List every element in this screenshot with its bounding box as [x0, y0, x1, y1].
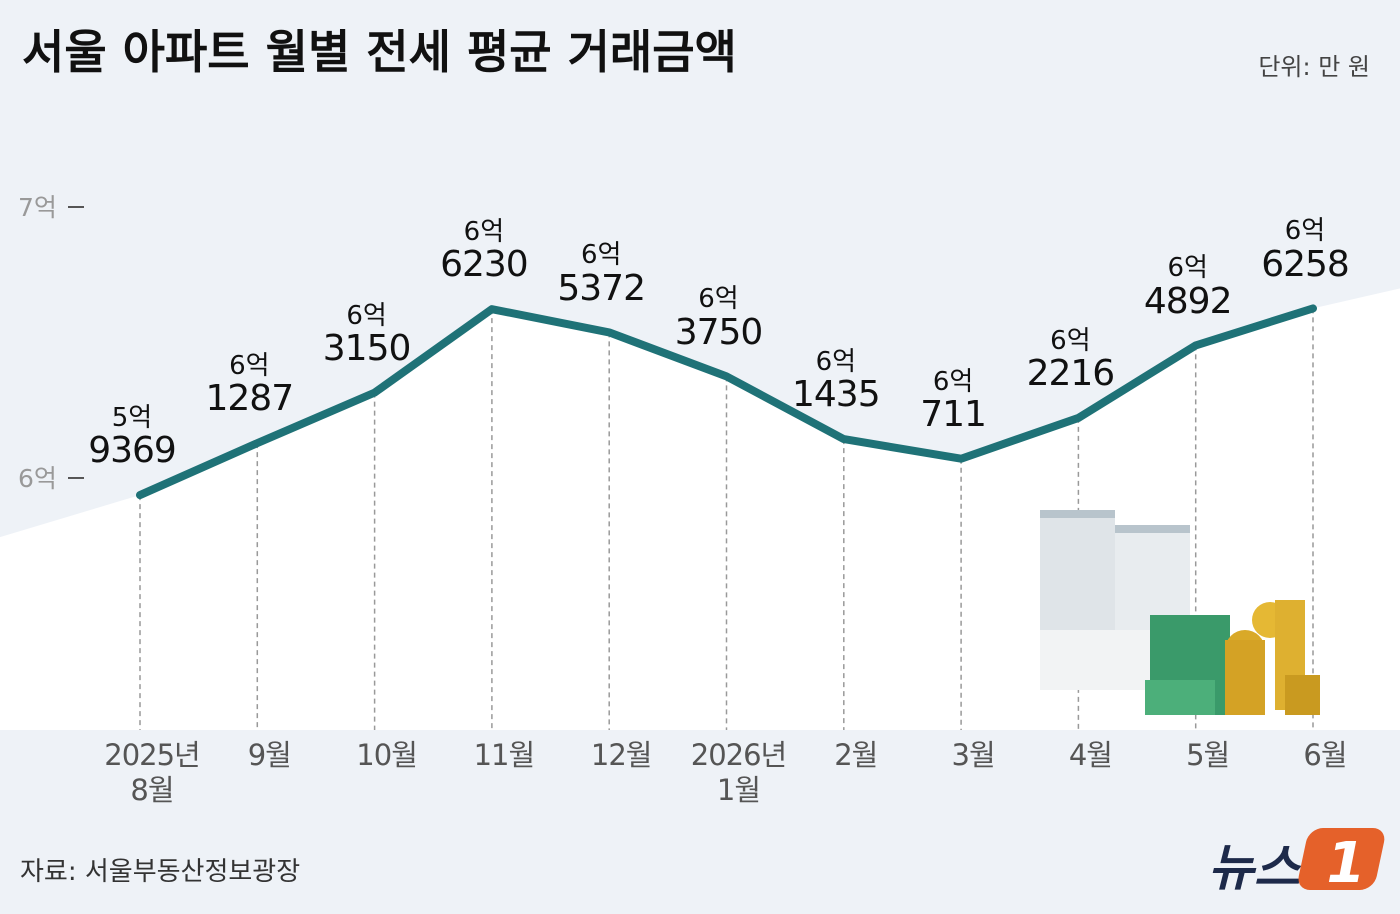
y-tick-label: 7억: [18, 193, 57, 222]
x-tick-label: 10월: [356, 738, 418, 772]
x-tick-label: 2025년 8월: [104, 738, 200, 807]
x-tick-label: 9월: [247, 738, 292, 772]
logo-mark: 1: [1327, 831, 1366, 896]
unit: 단위: 만 원: [1258, 53, 1370, 81]
value-label-number: 4892: [1143, 280, 1233, 322]
value-label-number: 3150: [322, 327, 412, 369]
value-label-unit: 6억: [698, 284, 739, 315]
value-label-unit: 6억: [463, 217, 505, 248]
value-label-number: 9369: [88, 430, 177, 472]
value-label: 6억 4892: [1143, 253, 1233, 322]
value-label-unit: 6억: [1284, 216, 1326, 247]
value-label: 6억 5372: [557, 240, 646, 309]
illustration: [1040, 510, 1320, 715]
line: [136, 304, 1317, 500]
value-label-unit: 6억: [346, 300, 387, 331]
value-label-number: 1435: [791, 374, 881, 416]
value-label-number: 711: [920, 394, 987, 435]
value-label: 6억 1435: [791, 347, 881, 416]
y-tick-label: 6억: [18, 464, 57, 493]
logo-badge: [1298, 828, 1385, 890]
value-label-number: 6230: [440, 244, 529, 286]
x-tick-label: 3월: [951, 738, 996, 772]
value-label-unit: 6억: [580, 240, 622, 271]
value-label-unit: 6억: [1167, 253, 1208, 284]
value-label-number: 1287: [205, 378, 294, 420]
value-label: 6억 6230: [440, 217, 529, 286]
value-label-unit: 6억: [1050, 325, 1091, 356]
footer-bg: [0, 730, 1400, 914]
x-tick-label: 2026년 1월: [690, 738, 787, 807]
x-tick-label: 11월: [473, 738, 536, 772]
x-tick-label: 4월: [1068, 738, 1113, 772]
value-label-number: 2216: [1026, 353, 1116, 395]
x-tick-label: 12월: [590, 738, 653, 772]
logo-text: 뉴스: [1208, 839, 1302, 897]
value-label: 6억 6258: [1261, 216, 1350, 285]
value-label: 6억 3750: [674, 284, 764, 353]
value-label: 6억 2216: [1026, 325, 1116, 395]
value-label-number: 3750: [674, 311, 764, 353]
x-tick-label: 5월: [1186, 738, 1230, 772]
value-label-unit: 6억: [815, 347, 857, 378]
value-label: 6억 1287: [205, 351, 294, 420]
value-label: 5억 9369: [88, 403, 177, 472]
value-label-unit: 6억: [229, 351, 270, 382]
value-label-number: 5372: [557, 267, 646, 309]
x-tick-label: 2월: [834, 738, 878, 772]
source: 자료: 서울부동산정보광장: [20, 857, 300, 887]
x-tick-label: 6월: [1303, 738, 1347, 772]
title: 서울 아파트 월별 전세 평균 거래금액: [22, 25, 737, 79]
value-label-unit: 5억: [111, 403, 153, 434]
value-label: 6억 3150: [322, 300, 412, 369]
value-label-unit: 6억: [932, 366, 974, 397]
value-label: 6억 711: [920, 366, 987, 435]
value-label-number: 6258: [1261, 243, 1350, 285]
